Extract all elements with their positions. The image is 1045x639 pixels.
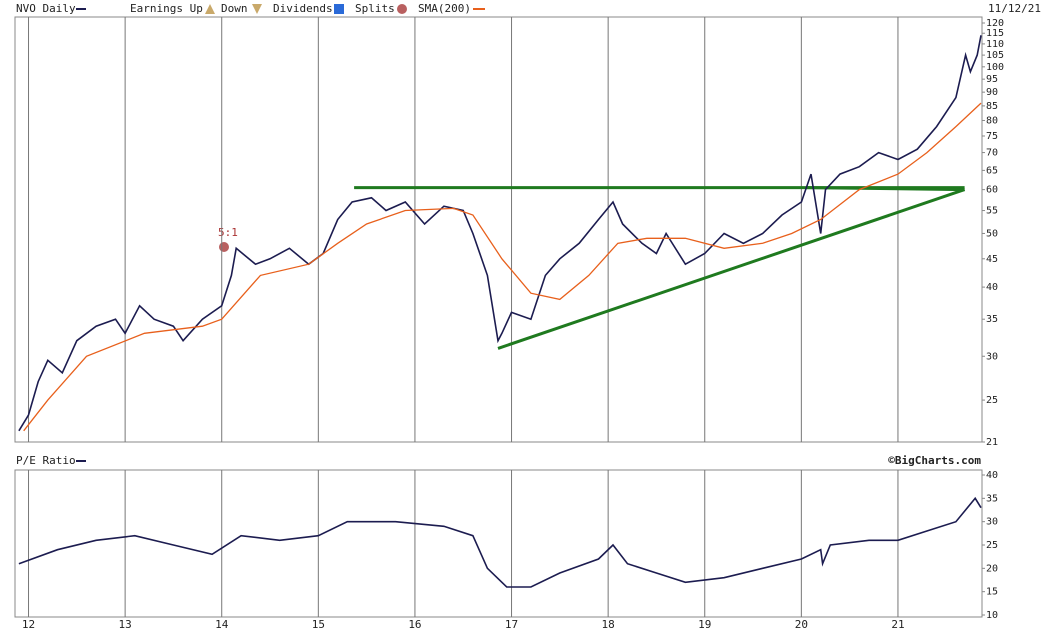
x-tick-label: 18	[602, 618, 615, 631]
y-tick-label: 35	[986, 493, 998, 504]
x-tick-label: 13	[119, 618, 132, 631]
pe-title: P/E Ratio	[16, 454, 76, 467]
source: ©BigCharts.com	[888, 454, 981, 467]
chart-title: NVO Daily	[16, 2, 76, 15]
trendline	[806, 186, 965, 192]
y-tick-label: 25	[986, 395, 998, 406]
x-tick-label: 17	[505, 618, 518, 631]
legend-label: Splits	[355, 2, 395, 15]
split-label: 5:1	[218, 226, 238, 239]
series-line	[18, 35, 982, 432]
legend-label: Dividends	[273, 2, 333, 15]
legend-icon	[397, 4, 407, 14]
trendline	[497, 188, 966, 350]
y-tick-label: 105	[986, 50, 1004, 61]
y-tick-label: 21	[986, 437, 998, 448]
y-tick-label: 75	[986, 131, 998, 142]
x-tick-label: 15	[312, 618, 325, 631]
y-tick-label: 90	[986, 87, 998, 98]
y-tick-label: 70	[986, 148, 998, 159]
y-tick-label: 80	[986, 115, 998, 126]
x-tick-label: 21	[891, 618, 904, 631]
x-tick-label: 20	[795, 618, 808, 631]
y-tick-label: 30	[986, 351, 998, 362]
pe-frame	[14, 469, 983, 618]
y-tick-label: 65	[986, 165, 998, 176]
y-tick-label: 120	[986, 18, 1004, 29]
y-tick-label: 100	[986, 62, 1004, 73]
y-tick-label: 15	[986, 587, 998, 598]
x-tick-label: 19	[698, 618, 711, 631]
y-tick-label: 85	[986, 101, 998, 112]
x-tick-label: 12	[22, 618, 35, 631]
price-frame	[14, 16, 983, 443]
y-tick-label: 110	[986, 39, 1004, 50]
y-tick-label: 60	[986, 185, 998, 196]
date-label: 11/12/21	[988, 2, 1041, 15]
series-line	[18, 496, 982, 588]
legend-icon	[334, 4, 344, 14]
y-tick-label: 20	[986, 563, 998, 574]
legend-label: Down	[221, 2, 248, 15]
y-tick-label: 95	[986, 74, 998, 85]
legend-icon	[205, 4, 215, 14]
y-tick-label: 115	[986, 28, 1004, 39]
series-line	[23, 102, 982, 432]
y-tick-label: 25	[986, 540, 998, 551]
split-icon	[219, 242, 229, 252]
x-tick-label: 16	[408, 618, 421, 631]
legend-label: Earnings Up	[130, 2, 203, 15]
y-tick-label: 50	[986, 228, 998, 239]
y-tick-label: 30	[986, 517, 998, 528]
y-tick-label: 10	[986, 610, 998, 621]
y-tick-label: 40	[986, 282, 998, 293]
y-tick-label: 55	[986, 206, 998, 217]
y-tick-label: 35	[986, 314, 998, 325]
y-tick-label: 40	[986, 470, 998, 481]
x-tick-label: 14	[215, 618, 229, 631]
y-tick-label: 45	[986, 254, 998, 265]
legend-label: SMA(200)	[418, 2, 471, 15]
legend-icon	[252, 4, 262, 14]
